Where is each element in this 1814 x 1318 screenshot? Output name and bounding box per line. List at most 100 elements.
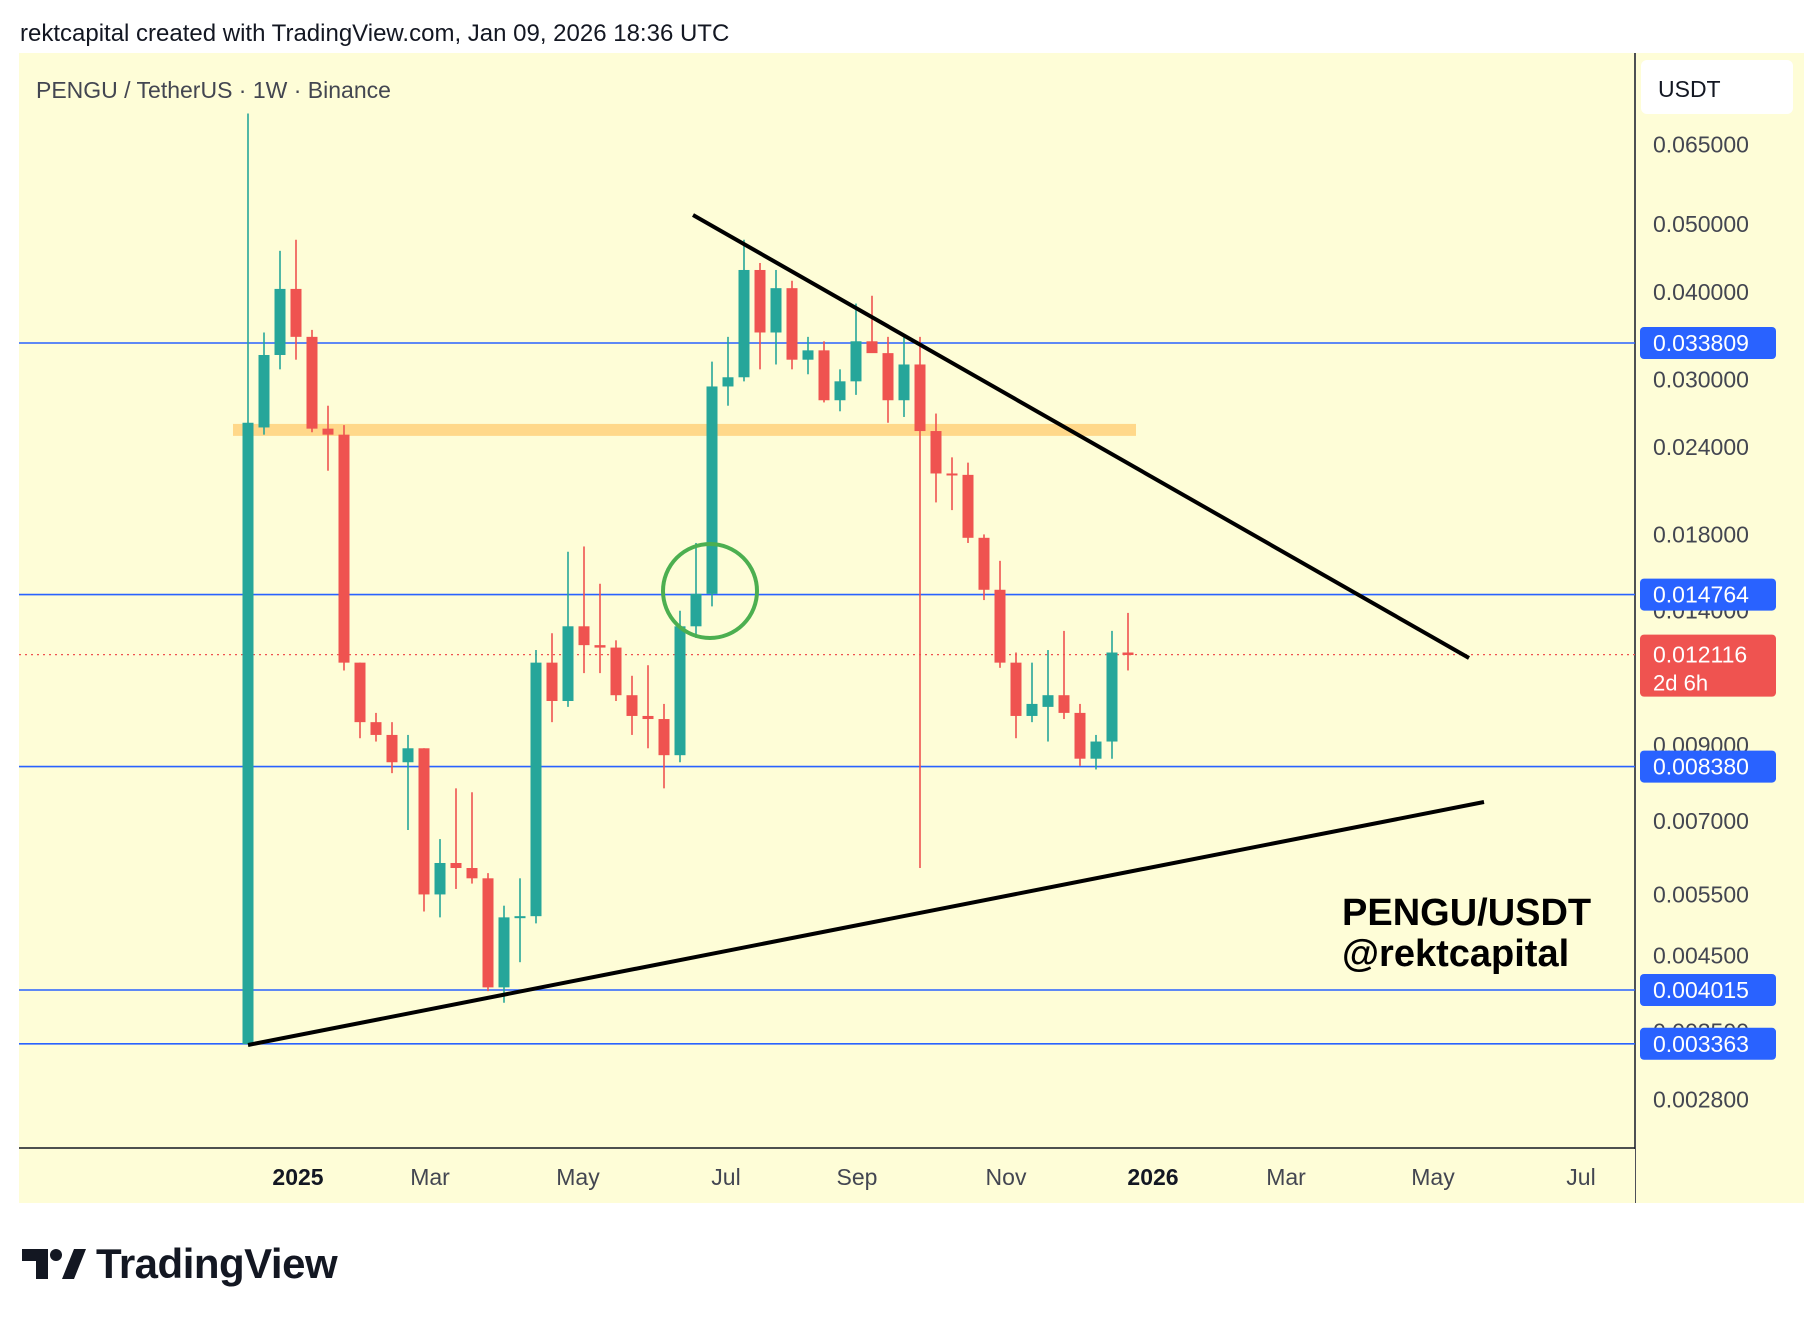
candle[interactable] (898, 336, 910, 417)
candle[interactable] (978, 534, 990, 601)
candle[interactable] (674, 610, 686, 763)
candle-body (514, 916, 526, 919)
time-tick-label: Jul (711, 1164, 740, 1190)
candle-body (1026, 703, 1038, 716)
candle[interactable] (482, 873, 494, 992)
candle[interactable] (850, 303, 862, 395)
candle[interactable] (770, 269, 782, 365)
candle[interactable] (418, 748, 430, 912)
candle-body (482, 878, 494, 988)
candle[interactable] (594, 583, 606, 674)
candle[interactable] (722, 336, 734, 406)
axis-frame (19, 53, 1804, 1203)
candle[interactable] (450, 788, 462, 889)
level-label-text: 0.014764 (1653, 582, 1749, 608)
candle[interactable] (386, 722, 398, 774)
price-axis-background (1636, 53, 1804, 1203)
candle[interactable] (498, 905, 510, 1003)
candle[interactable] (434, 839, 446, 918)
candle-body (466, 868, 478, 879)
level-label[interactable]: 0.008380 (1640, 750, 1776, 783)
candle[interactable] (562, 551, 574, 707)
candles (242, 113, 1134, 1045)
candle[interactable] (866, 295, 878, 354)
level-label[interactable]: 0.014764 (1640, 578, 1776, 611)
level-label[interactable]: 0.033809 (1640, 327, 1776, 359)
candle-body (898, 364, 910, 401)
price-tick-label: 0.065000 (1653, 132, 1749, 158)
current-price-label[interactable]: 0.012116 2d 6h (1640, 634, 1776, 697)
candle[interactable] (1122, 612, 1134, 671)
level-label[interactable]: 0.004015 (1640, 974, 1776, 1006)
candle-body (594, 645, 606, 648)
candle[interactable] (658, 703, 670, 789)
candle-body (546, 662, 558, 701)
level-label-text: 0.008380 (1653, 754, 1749, 780)
candle[interactable] (370, 712, 382, 742)
candle[interactable] (946, 457, 958, 511)
candle[interactable] (882, 336, 894, 423)
chart-background[interactable] (19, 53, 1635, 1203)
horizontal-levels (19, 342, 1635, 1045)
candle[interactable] (1010, 652, 1022, 739)
candle[interactable] (322, 405, 334, 471)
candle[interactable] (1026, 662, 1038, 723)
tradingview-logo[interactable]: TradingView (22, 1240, 338, 1288)
candle[interactable] (546, 633, 558, 723)
candle-body (690, 593, 702, 627)
candle[interactable] (962, 462, 974, 543)
candle[interactable] (690, 542, 702, 638)
currency-button[interactable]: USDT (1641, 60, 1793, 114)
price-tick-label: 0.050000 (1653, 211, 1749, 237)
candle[interactable] (258, 332, 270, 435)
candle[interactable] (706, 361, 718, 607)
candle[interactable] (1058, 630, 1070, 720)
candle-body (754, 269, 766, 333)
candle[interactable] (1090, 734, 1102, 770)
candle[interactable] (402, 734, 414, 831)
candle[interactable] (290, 239, 302, 360)
candle[interactable] (610, 640, 622, 701)
candle[interactable] (514, 878, 526, 963)
candle-body (642, 715, 654, 720)
candle[interactable] (466, 792, 478, 884)
candle-body (242, 422, 254, 1045)
candle-body (290, 288, 302, 337)
candle[interactable] (338, 425, 350, 671)
candle[interactable] (802, 336, 814, 375)
price-axis[interactable]: 0.065000 0.050000 0.040000 0.030000 0.024000… (1640, 132, 1776, 1113)
candle[interactable] (818, 341, 830, 403)
candle[interactable] (834, 369, 846, 412)
time-axis[interactable]: 2025 Mar May Jul Sep Nov 2026 Mar May Jul (272, 1164, 1595, 1190)
candle-body (674, 626, 686, 756)
price-tick-label: 0.040000 (1653, 279, 1749, 305)
candle[interactable] (530, 650, 542, 924)
candle-body (322, 428, 334, 435)
candle[interactable] (738, 239, 750, 382)
candle[interactable] (754, 262, 766, 370)
candle-body (530, 662, 542, 917)
breakout-highlight-circle[interactable] (661, 542, 759, 640)
candle-body (306, 336, 318, 429)
candle[interactable] (642, 665, 654, 749)
candle[interactable] (274, 250, 286, 370)
candle[interactable] (354, 662, 366, 739)
ascending-trendline[interactable] (247, 800, 1485, 1047)
candle[interactable] (994, 560, 1006, 668)
descending-trendline[interactable] (692, 213, 1470, 660)
candle[interactable] (914, 336, 926, 869)
price-tick-label: 0.004500 (1653, 942, 1749, 968)
candle[interactable] (306, 329, 318, 433)
candle[interactable] (1106, 630, 1118, 759)
candle[interactable] (1042, 650, 1054, 742)
candle[interactable] (1074, 703, 1086, 766)
candle[interactable] (578, 546, 590, 674)
candle[interactable] (626, 675, 638, 735)
candle-body (338, 434, 350, 663)
candle-body (658, 719, 670, 756)
candle[interactable] (242, 113, 254, 1045)
candle[interactable] (930, 413, 942, 503)
level-label[interactable]: 0.003363 (1640, 1027, 1776, 1060)
candle[interactable] (786, 280, 798, 370)
